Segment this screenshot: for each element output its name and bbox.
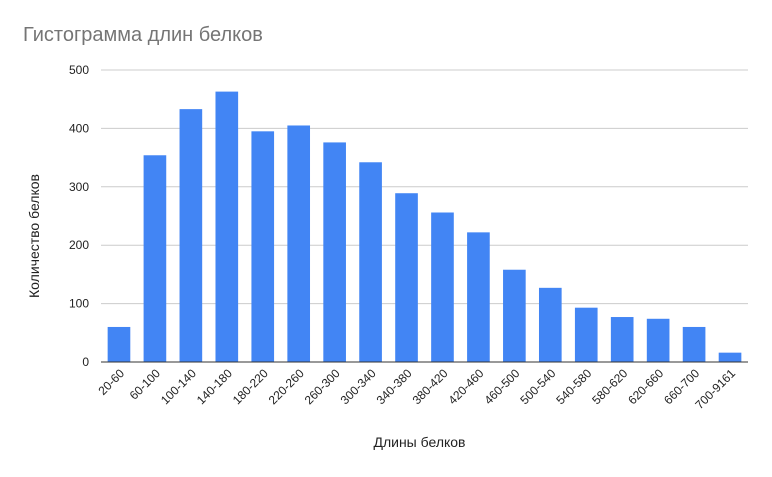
x-tick-label: 700-9161 <box>692 366 738 412</box>
x-tick-label: 300-340 <box>338 366 379 407</box>
bar <box>395 193 418 362</box>
y-axis-label: Количество белков <box>26 174 42 298</box>
x-tick-label: 380-420 <box>410 366 451 407</box>
bar <box>610 317 634 362</box>
x-tick-label: 620-660 <box>625 366 666 407</box>
y-tick-label: 200 <box>69 238 89 252</box>
chart-title: Гистограмма длин белков <box>23 24 263 46</box>
x-tick-label: 20-60 <box>95 366 127 398</box>
bars <box>107 91 742 363</box>
bar <box>467 232 490 362</box>
y-tick-label: 500 <box>69 63 89 77</box>
x-tick-label: 340-380 <box>374 366 415 407</box>
x-tick-label: 460-500 <box>481 366 522 407</box>
bar <box>143 155 167 362</box>
x-tick-label: 220-260 <box>266 366 307 407</box>
bar <box>431 212 454 362</box>
bar <box>287 125 311 362</box>
x-tick-label: 100-140 <box>158 366 199 407</box>
bar <box>718 352 742 362</box>
x-tick-label: 140-180 <box>194 366 235 407</box>
y-tick-label: 300 <box>69 180 89 194</box>
gridlines <box>101 69 748 305</box>
x-tick-label: 180-220 <box>230 366 271 407</box>
bar <box>359 162 382 362</box>
bar <box>538 287 562 362</box>
x-tick-label: 420-460 <box>445 366 486 407</box>
y-tick-label: 100 <box>69 297 89 311</box>
bar <box>503 269 526 362</box>
bar <box>107 326 131 362</box>
y-tick-label: 0 <box>82 355 89 369</box>
bar <box>682 326 706 362</box>
bar <box>215 91 239 362</box>
x-tick-label: 580-620 <box>589 366 630 407</box>
bar <box>251 131 275 362</box>
x-axis-ticks: 20-60 60-100100-140140-180180-220220-2602… <box>95 366 738 412</box>
bar <box>646 318 670 362</box>
bar <box>179 109 203 363</box>
x-axis-label: Длины белков <box>373 434 465 450</box>
x-tick-label: 260-300 <box>302 366 343 407</box>
bar <box>574 307 598 362</box>
x-tick-label: 500-540 <box>517 366 558 407</box>
y-tick-label: 400 <box>69 121 89 135</box>
bar <box>323 142 346 362</box>
y-axis-ticks: 0 100 200 300 400 500 <box>69 63 89 369</box>
x-tick-label: 540-580 <box>553 366 594 407</box>
